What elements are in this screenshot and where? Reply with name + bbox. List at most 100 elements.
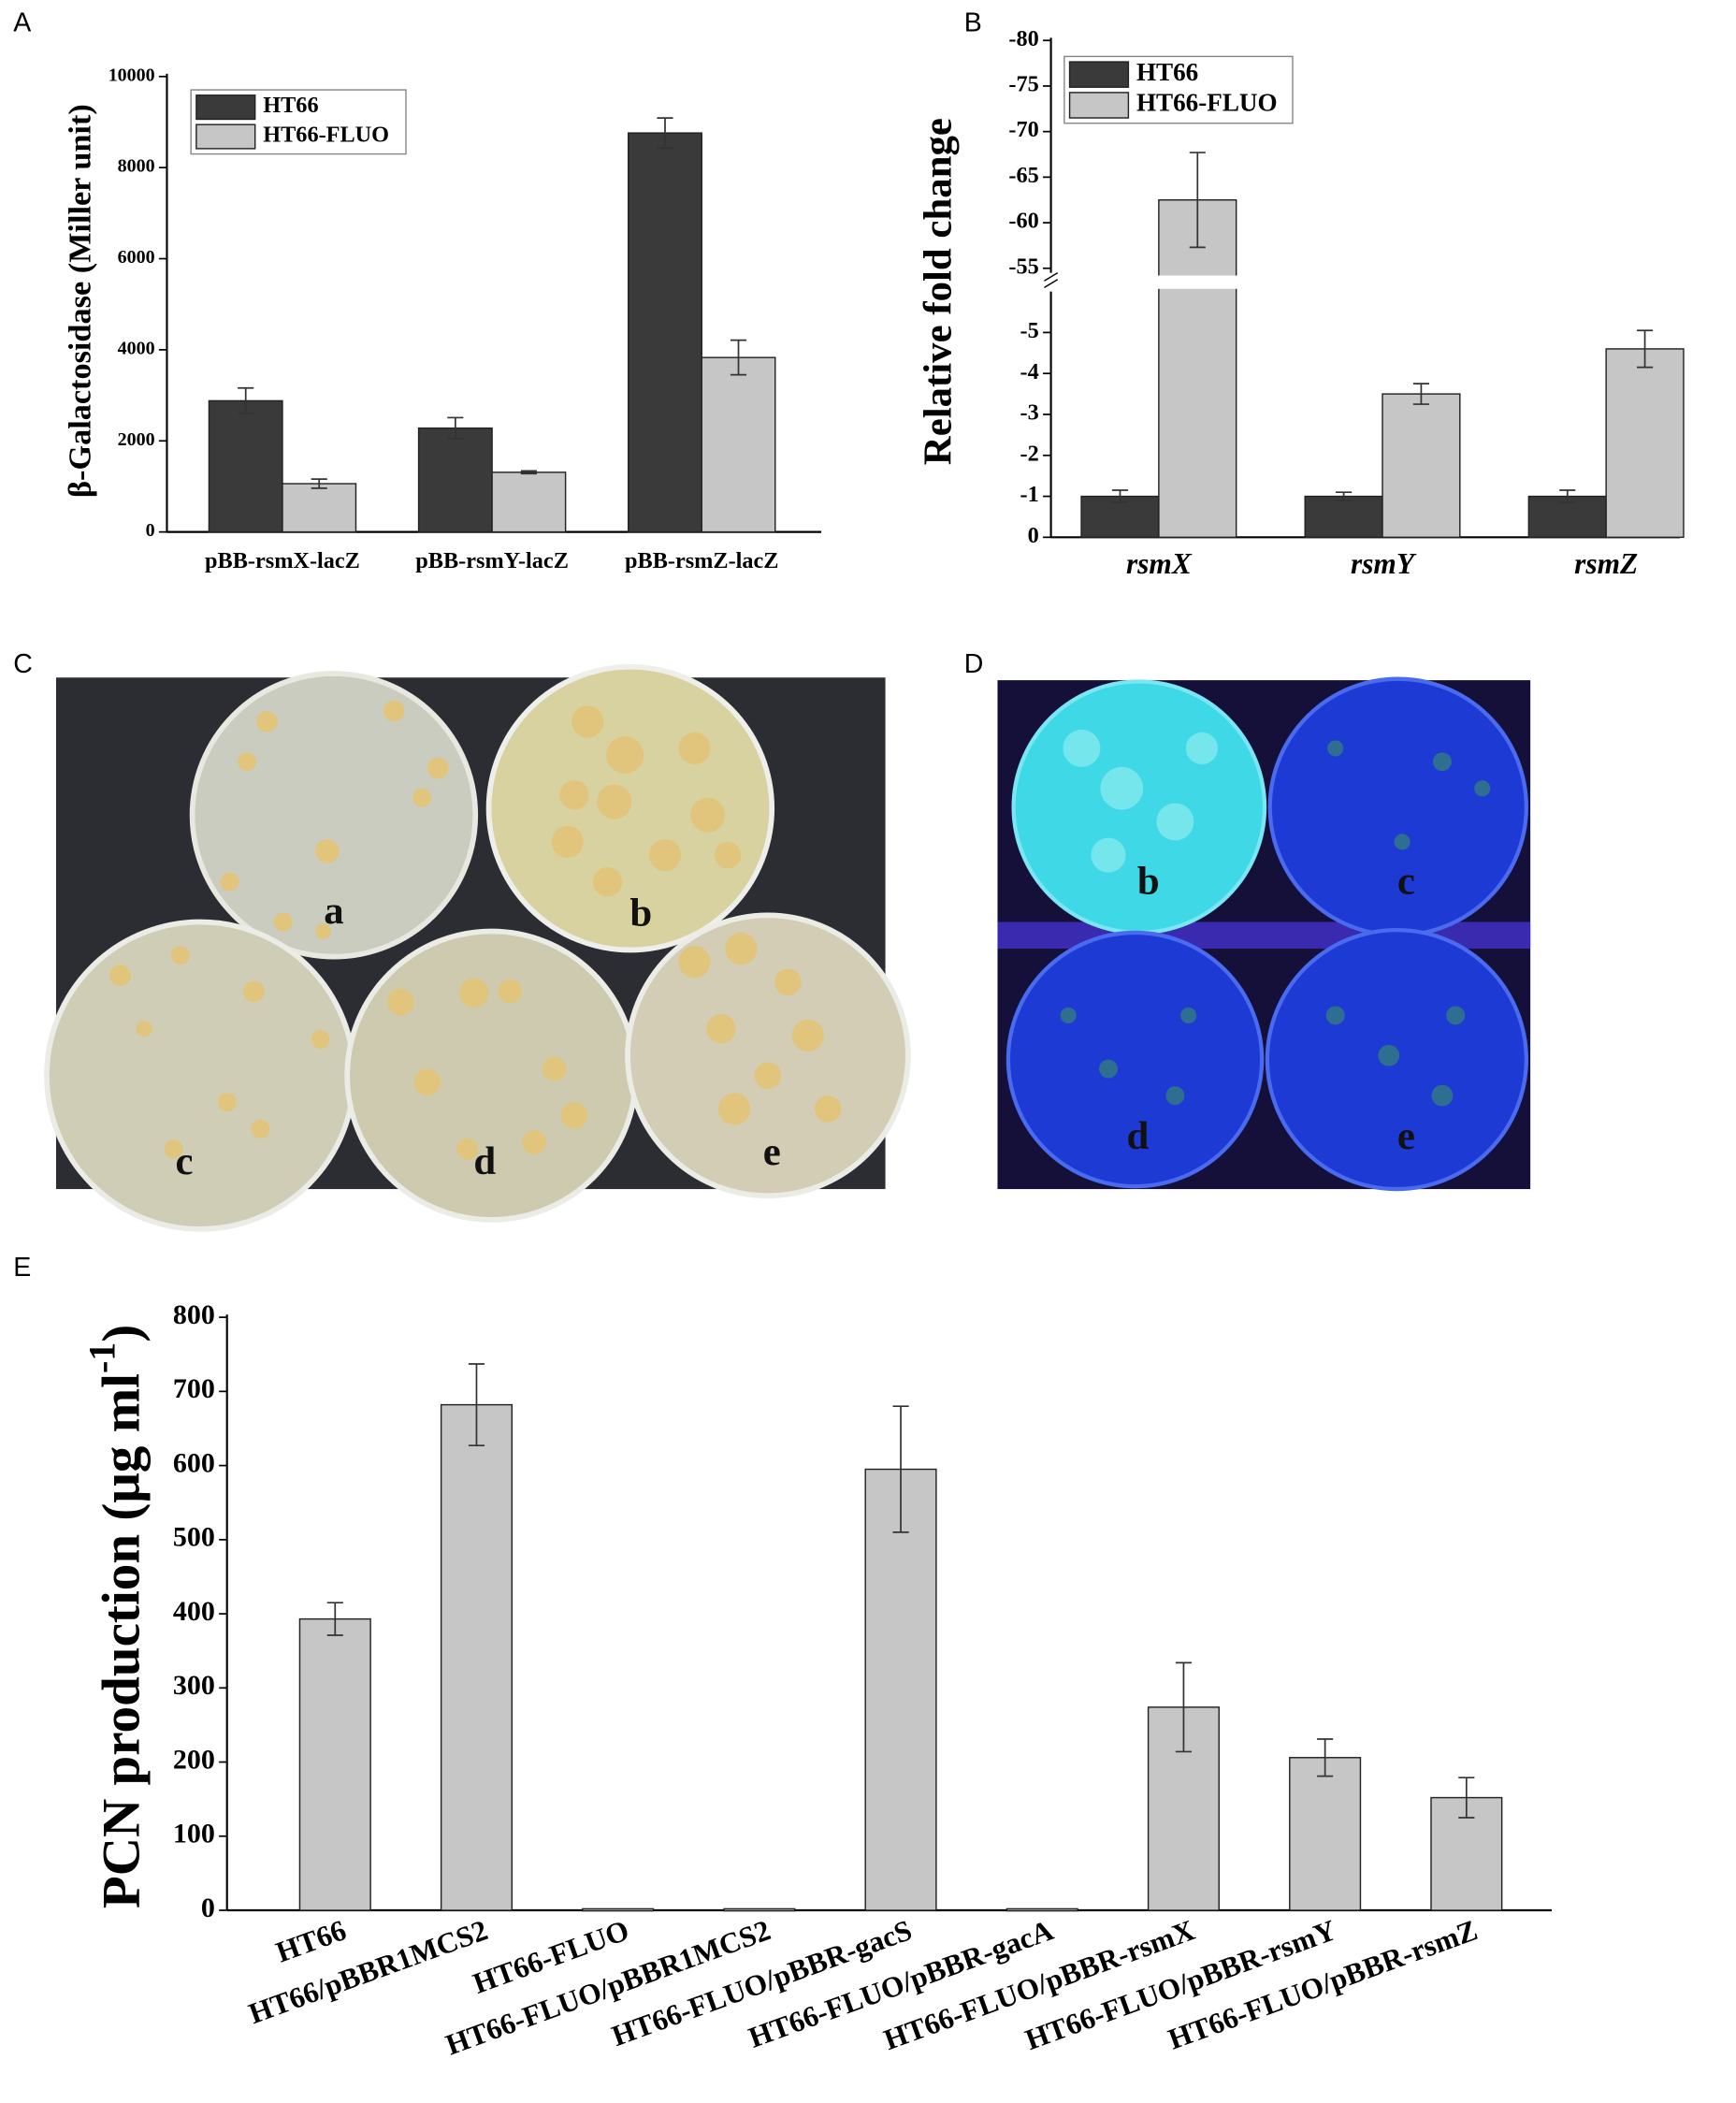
error-bar: [1336, 491, 1353, 501]
y-axis-label-part: PCN production (μg ml: [93, 1373, 152, 1908]
y-tick-label: 500: [173, 1522, 215, 1553]
photo-plates-uv: [997, 676, 1531, 1192]
panel-label: B: [964, 8, 982, 38]
error-bar: [468, 1363, 485, 1447]
bar: [208, 399, 283, 533]
y-tick-label: 800: [173, 1299, 215, 1330]
y-tick-label: 6000: [118, 247, 155, 268]
bar: [282, 483, 357, 533]
error-bar: [1189, 152, 1206, 249]
plate-label: c: [176, 1139, 194, 1183]
bar: [491, 471, 567, 533]
error-bar: [520, 470, 537, 475]
y-tick-label: 8000: [118, 156, 155, 177]
error-bar: [1458, 1777, 1475, 1819]
plate-label: a: [324, 889, 343, 933]
y-tick-label: 100: [173, 1819, 215, 1849]
bar: [417, 427, 493, 533]
axis-break: [1044, 279, 1059, 288]
error-bar: [326, 1602, 343, 1636]
error-bar: [1559, 489, 1576, 503]
x-tick-label: pBB-rsmZ-lacZ: [625, 548, 778, 573]
y-tick-label: 4000: [118, 338, 155, 358]
panel-label: A: [13, 8, 31, 38]
bar: [864, 1468, 937, 1911]
y-tick-label: -65: [1008, 163, 1038, 188]
y-tick-label: -4: [1020, 359, 1039, 384]
y-tick-label: 400: [173, 1596, 215, 1627]
legend-swatch: [1068, 61, 1130, 88]
error-bar: [238, 386, 254, 414]
photo-plates: [44, 663, 911, 1232]
y-tick-label: -70: [1008, 117, 1038, 142]
plate-label: d: [473, 1139, 496, 1183]
plate-label: e: [763, 1130, 781, 1174]
y-axis-label: Relative fold change: [916, 118, 960, 465]
bar: [582, 1907, 655, 1912]
axis-break-gap: [1157, 275, 1238, 289]
panel-label: E: [13, 1253, 31, 1283]
legend-swatch: [195, 94, 256, 121]
x-tick-label: rsmX: [1126, 547, 1193, 580]
x-tick-label: pBB-rsmX-lacZ: [205, 548, 360, 573]
x-tick-label: HT66: [271, 1913, 350, 1968]
bar: [1605, 348, 1685, 539]
bar: [723, 1907, 796, 1912]
error-bar: [892, 1405, 909, 1533]
error-bar: [447, 416, 464, 440]
y-tick-label: -5: [1020, 318, 1039, 343]
y-axis-label: β-Galactosidase (Miller unit): [62, 104, 97, 498]
legend-label: HT66-FLUO: [263, 123, 389, 148]
y-tick-label: 10000: [108, 65, 155, 85]
bar: [440, 1403, 514, 1911]
y-tick-label: 200: [173, 1744, 215, 1775]
x-tick-label: rsmZ: [1574, 547, 1638, 580]
y-tick-label: -1: [1020, 482, 1039, 507]
y-tick-label: -55: [1008, 254, 1038, 279]
plate-label: c: [1397, 859, 1415, 903]
error-bar: [657, 117, 673, 150]
y-tick-label: -2: [1020, 441, 1039, 466]
y-tick-label: -80: [1008, 26, 1038, 51]
y-tick-label: 300: [173, 1670, 215, 1701]
x-tick-label: HT66/pBBR1MCS2: [244, 1913, 491, 2030]
y-tick-label: -75: [1008, 72, 1038, 97]
bar: [628, 132, 702, 533]
y-axis-label-part: -1: [80, 1342, 123, 1373]
error-bar: [730, 339, 747, 376]
legend-swatch: [1068, 92, 1130, 119]
y-tick-label: 2000: [118, 429, 155, 450]
axis-break: [1044, 272, 1059, 282]
error-bar: [1317, 1738, 1334, 1777]
panel-label: C: [13, 649, 33, 679]
error-bar: [311, 478, 327, 489]
bar: [298, 1617, 371, 1911]
plate-label: b: [1137, 859, 1160, 903]
y-tick-label: -3: [1020, 400, 1039, 426]
plate-label: d: [1126, 1114, 1149, 1158]
bar: [1158, 199, 1237, 539]
plate-label: e: [1397, 1114, 1415, 1158]
y-tick-label: 0: [146, 520, 155, 541]
legend-label: HT66: [263, 93, 318, 118]
panel-label: D: [964, 649, 984, 679]
x-tick-label: pBB-rsmY-lacZ: [415, 548, 569, 573]
bar: [1382, 393, 1461, 539]
error-bar: [1636, 329, 1654, 369]
x-tick-label: rsmY: [1351, 547, 1417, 580]
y-tick-label: 700: [173, 1373, 215, 1404]
bar: [1005, 1907, 1078, 1912]
legend-swatch: [195, 123, 256, 150]
y-tick-label: 0: [201, 1893, 215, 1923]
bar: [1304, 495, 1383, 539]
error-bar: [1412, 383, 1429, 405]
bar: [701, 356, 776, 533]
y-tick-label: -60: [1008, 209, 1038, 234]
y-tick-label: 0: [1028, 523, 1039, 548]
error-bar: [1111, 489, 1129, 503]
legend-label: HT66: [1136, 58, 1198, 86]
y-tick-label: 600: [173, 1447, 215, 1478]
y-axis-label-part: ): [93, 1325, 152, 1342]
bar: [1289, 1757, 1362, 1911]
